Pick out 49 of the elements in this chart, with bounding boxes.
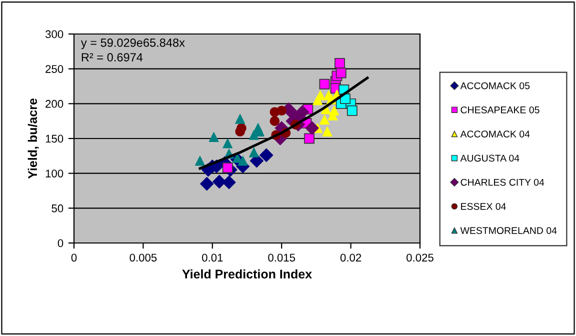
x-tick-label: 0.015: [268, 254, 296, 262]
y-tick-label: 250: [46, 65, 64, 73]
point: [276, 106, 287, 116]
point: [322, 126, 332, 136]
x-tick-label: 0.025: [406, 254, 434, 262]
legend-label: CHESAPEAKE 05: [460, 106, 540, 114]
point: [208, 132, 219, 142]
point: [260, 148, 274, 162]
legend-label: CHARLES CITY 04: [460, 178, 544, 186]
point: [195, 156, 205, 166]
y-tick-label: 50: [52, 204, 64, 212]
legend-label: AUGUSTA 04: [460, 154, 520, 162]
point: [235, 114, 245, 124]
point: [236, 123, 246, 133]
annotation: R² = 0.6974: [82, 53, 143, 62]
y-tick-label: 150: [46, 134, 64, 143]
point: [253, 123, 263, 133]
point: [270, 116, 280, 126]
legend-label: WESTMORELAND 04: [460, 227, 557, 234]
point: [222, 162, 233, 173]
y-tick-label: 100: [46, 170, 64, 178]
x-tick-label: 0: [71, 254, 77, 262]
annotation: y = 59.029e65.848x: [80, 38, 185, 50]
point: [312, 95, 323, 106]
x-tick-label: 0.02: [340, 254, 362, 262]
point: [200, 177, 214, 191]
y-tick-label: 0: [58, 239, 64, 248]
point: [304, 133, 315, 144]
point: [346, 105, 358, 116]
point: [305, 121, 319, 135]
point: [336, 68, 346, 78]
legend-label: ACCOMACK 04: [460, 130, 530, 138]
point: [329, 106, 340, 116]
point: [232, 153, 242, 163]
point: [222, 138, 233, 148]
legend-label: ESSEX 04: [461, 202, 506, 210]
y-tick-label: 300: [45, 30, 64, 38]
point: [319, 78, 330, 90]
x-tick-label: 0.005: [130, 254, 157, 262]
y-tick-label: 200: [46, 100, 64, 108]
point: [334, 58, 345, 68]
legend-label: ACCOMACK 05: [460, 82, 530, 90]
point: [212, 174, 226, 188]
x-axis-title: Yield Prediction Index: [182, 269, 312, 279]
point: [222, 176, 236, 190]
x-tick-label: 0.01: [202, 254, 223, 262]
point: [320, 114, 330, 125]
point: [249, 148, 259, 158]
y-axis-title: Yield, bu/acre: [28, 98, 39, 179]
